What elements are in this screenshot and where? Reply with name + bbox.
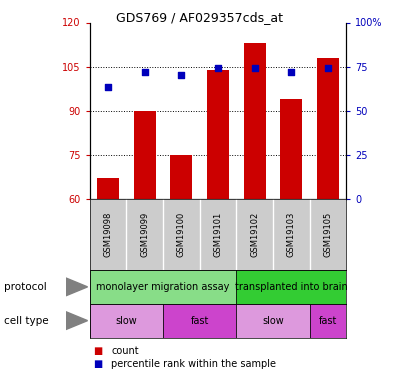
Bar xyxy=(163,304,236,338)
Text: count: count xyxy=(111,346,139,355)
Point xyxy=(105,84,111,90)
Polygon shape xyxy=(66,278,88,296)
Text: fast: fast xyxy=(190,316,209,326)
Text: fast: fast xyxy=(319,316,337,326)
Bar xyxy=(207,69,229,199)
Text: slow: slow xyxy=(262,316,284,326)
Text: GSM19100: GSM19100 xyxy=(177,212,186,257)
Point xyxy=(252,65,258,71)
Text: percentile rank within the sample: percentile rank within the sample xyxy=(111,359,277,369)
Bar xyxy=(236,270,346,304)
Text: GSM19101: GSM19101 xyxy=(213,212,222,257)
Bar xyxy=(310,304,346,338)
Text: slow: slow xyxy=(115,316,137,326)
Bar xyxy=(97,178,119,199)
Text: ■: ■ xyxy=(94,359,103,369)
Text: GDS769 / AF029357cds_at: GDS769 / AF029357cds_at xyxy=(115,11,283,24)
Text: ■: ■ xyxy=(94,346,103,355)
Point xyxy=(288,69,295,75)
Text: GSM19103: GSM19103 xyxy=(287,211,296,257)
Text: transplanted into brain: transplanted into brain xyxy=(235,282,347,292)
Bar xyxy=(236,304,310,338)
Text: protocol: protocol xyxy=(4,282,47,292)
Point xyxy=(141,69,148,75)
Bar xyxy=(90,304,163,338)
Bar xyxy=(90,270,236,304)
Point xyxy=(325,65,331,71)
Bar xyxy=(170,154,192,199)
Text: GSM19099: GSM19099 xyxy=(140,212,149,257)
Text: GSM19098: GSM19098 xyxy=(103,211,112,257)
Bar xyxy=(244,43,265,199)
Point xyxy=(178,72,184,78)
Bar xyxy=(280,99,302,199)
Text: cell type: cell type xyxy=(4,316,49,326)
Text: GSM19102: GSM19102 xyxy=(250,212,259,257)
Bar xyxy=(134,111,156,199)
Text: GSM19105: GSM19105 xyxy=(324,212,332,257)
Bar xyxy=(317,58,339,199)
Point xyxy=(215,65,221,71)
Text: monolayer migration assay: monolayer migration assay xyxy=(96,282,230,292)
Polygon shape xyxy=(66,312,88,330)
